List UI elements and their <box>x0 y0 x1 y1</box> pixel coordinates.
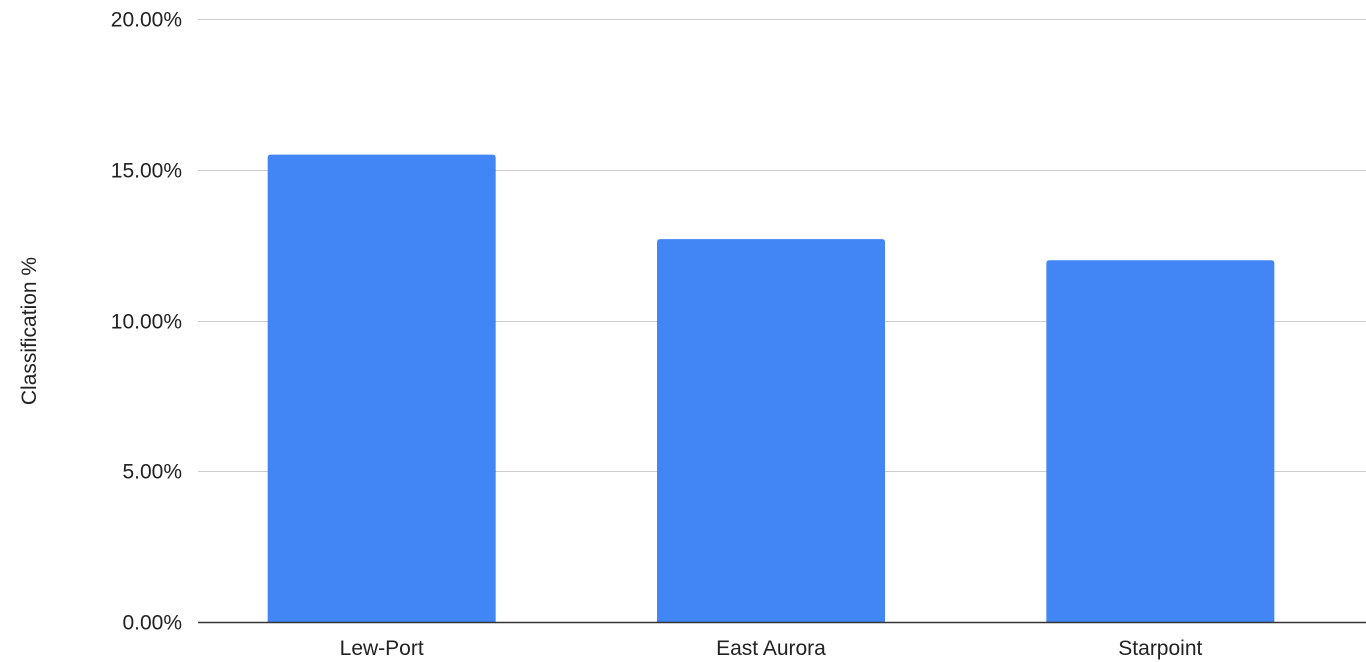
bar-lew-port <box>267 154 496 623</box>
y-tick-label: 10.00% <box>111 311 182 334</box>
y-tick-label: 15.00% <box>111 160 182 183</box>
x-tick-label: East Aurora <box>716 637 826 660</box>
y-tick-label: 20.00% <box>111 9 182 32</box>
y-tick-label: 5.00% <box>122 461 182 484</box>
x-tick-label: Lew-Port <box>340 637 424 660</box>
bar-starpoint <box>1046 260 1275 622</box>
bar-east-aurora <box>657 239 885 622</box>
x-tick-label: Starpoint <box>1118 637 1202 660</box>
y-tick-label: 0.00% <box>122 612 182 635</box>
